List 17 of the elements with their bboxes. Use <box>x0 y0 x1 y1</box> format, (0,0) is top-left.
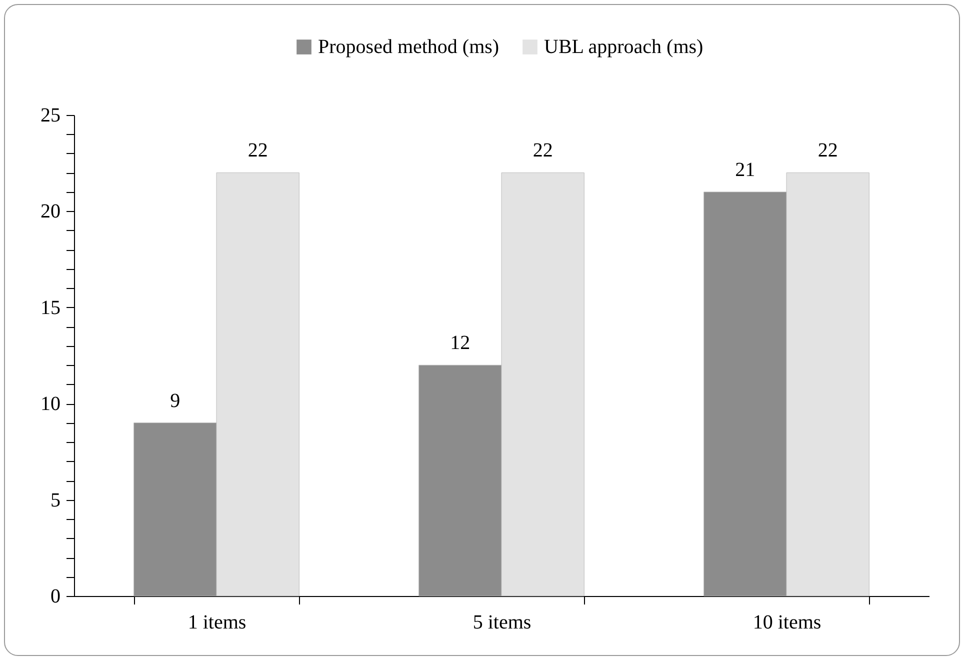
x-tick-label: 10 items <box>752 612 822 634</box>
y-tick-label: 15 <box>40 296 60 319</box>
y-tick-label: 0 <box>50 586 60 608</box>
legend-label: UBL approach (ms) <box>544 36 704 58</box>
x-tick-label: 1 items <box>188 612 246 634</box>
y-tick-label: 10 <box>40 393 60 416</box>
x-tick-label: 5 items <box>472 612 532 634</box>
data-label: 12 <box>450 332 470 354</box>
data-label: 9 <box>170 390 180 412</box>
data-label: 22 <box>532 140 553 162</box>
data-label: 22 <box>818 140 838 162</box>
y-tick-label: 5 <box>50 489 60 512</box>
data-label: 21 <box>735 158 756 181</box>
legend-label: Proposed method (ms) <box>318 36 500 58</box>
y-tick-label: 25 <box>40 104 60 126</box>
y-tick-label: 20 <box>40 200 60 223</box>
data-label: 22 <box>248 140 268 162</box>
